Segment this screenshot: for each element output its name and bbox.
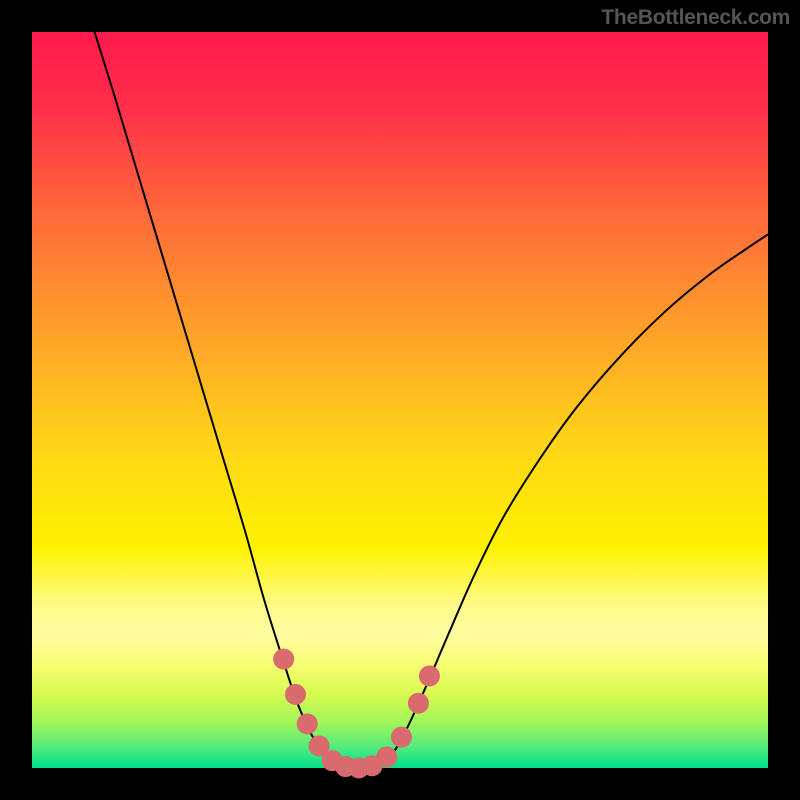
plot-background [32, 32, 768, 768]
chart-svg [0, 0, 800, 800]
curve-marker [391, 727, 411, 747]
curve-marker [285, 684, 305, 704]
curve-marker [408, 693, 428, 713]
curve-marker [419, 666, 439, 686]
watermark-text: TheBottleneck.com [601, 6, 790, 30]
chart-canvas: TheBottleneck.com [0, 0, 800, 800]
curve-marker [274, 649, 294, 669]
curve-marker [377, 747, 397, 767]
curve-marker [297, 714, 317, 734]
